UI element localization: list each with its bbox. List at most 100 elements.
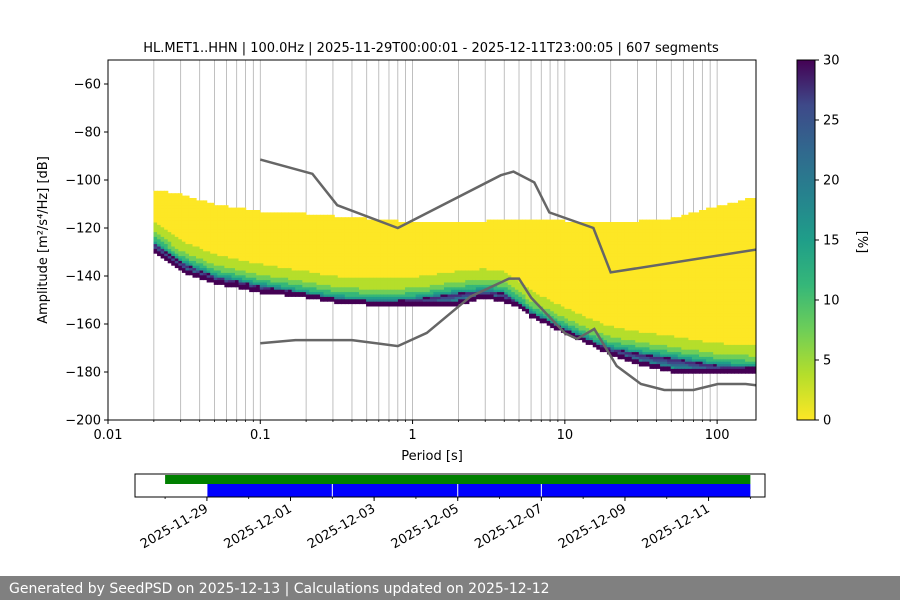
heatmap-cell [334, 217, 338, 220]
heatmap-cell [182, 196, 186, 199]
heatmap-cell [614, 222, 618, 225]
heatmap-cell [412, 222, 416, 225]
heatmap-cell [355, 217, 359, 220]
heatmap-cell [600, 222, 604, 225]
heatmap-cell [511, 220, 515, 223]
heatmap-cell [543, 220, 547, 223]
heatmap-cell [193, 198, 197, 201]
heatmap-cell [504, 220, 508, 223]
heatmap-cell [200, 200, 204, 203]
heatmap-cell [394, 220, 398, 223]
heatmap-cell [433, 222, 437, 225]
heatmap-cell [168, 193, 172, 196]
heatmap-cell [338, 217, 342, 220]
heatmap-cell [359, 217, 363, 220]
heatmap-cell [593, 222, 597, 225]
heatmap-cell [621, 222, 625, 225]
heatmap-cell [235, 208, 239, 211]
heatmap-cell [426, 222, 430, 225]
heatmap-cell [196, 200, 200, 203]
heatmap-cell [416, 222, 420, 225]
heatmap-cell [260, 212, 264, 215]
heatmap-cell [157, 191, 161, 194]
heatmap-cell [210, 203, 214, 206]
heatmap-cell [550, 220, 554, 223]
heatmap-cell [469, 222, 473, 225]
heatmap-cell [295, 212, 299, 215]
heatmap-cell [263, 212, 267, 215]
heatmap-cell [348, 217, 352, 220]
heatmap-cell [522, 220, 526, 223]
heatmap-cell [610, 222, 614, 225]
heatmap-cell [494, 220, 498, 223]
heatmap-cell [175, 193, 179, 196]
heatmap-cell [341, 217, 345, 220]
heatmap-cell [490, 220, 494, 223]
heatmap-cell [561, 220, 565, 223]
heatmap-cell [536, 220, 540, 223]
heatmap-cell [529, 220, 533, 223]
heatmap-cell [316, 215, 320, 218]
heatmap-cell [214, 205, 218, 208]
heatmap-cell [164, 191, 168, 194]
heatmap-cell [440, 222, 444, 225]
heatmap-cell [540, 220, 544, 223]
heatmap-cell [161, 191, 165, 194]
heatmap-cell [274, 212, 278, 215]
heatmap-cell [430, 222, 434, 225]
heatmap-cell [419, 222, 423, 225]
heatmap-cell [547, 220, 551, 223]
heatmap-cell [285, 212, 289, 215]
heatmap-cell [423, 222, 427, 225]
heatmap-cell [554, 220, 558, 223]
heatmap-cell [387, 220, 391, 223]
heatmap-cell [589, 222, 593, 225]
heatmap-cell [366, 220, 370, 223]
heatmap-cell [313, 215, 317, 218]
heatmap-cell [231, 208, 235, 211]
psd-heatmap [154, 191, 757, 374]
heatmap-cell [178, 193, 182, 196]
heatmap-cell [267, 212, 271, 215]
heatmap-cell [363, 217, 367, 220]
heatmap-cell [525, 220, 529, 223]
heatmap-cell [292, 212, 296, 215]
heatmap-cell [476, 222, 480, 225]
heatmap-cell [557, 220, 561, 223]
heatmap-cell [448, 222, 452, 225]
heatmap-cell [331, 215, 335, 218]
heatmap-cell [309, 215, 313, 218]
heatmap-cell [299, 212, 303, 215]
heatmap-cell [249, 210, 253, 213]
heatmap-cell [253, 210, 257, 213]
heatmap-cell [217, 205, 221, 208]
heatmap-cell [345, 217, 349, 220]
heatmap-cell [568, 222, 572, 225]
heatmap-cell [518, 220, 522, 223]
heatmap-cell [320, 215, 324, 218]
heatmap-cell [203, 200, 207, 203]
heatmap-cell [246, 210, 250, 213]
heatmap-cell [189, 198, 193, 201]
heatmap-cell [487, 220, 491, 223]
heatmap-cell [603, 222, 607, 225]
heatmap-cell [458, 222, 462, 225]
heatmap-cell [324, 215, 328, 218]
heatmap-cell [224, 205, 228, 208]
heatmap-cell [497, 220, 501, 223]
heatmap-cell [228, 208, 232, 211]
heatmap-cell [207, 203, 211, 206]
heatmap-cell [398, 222, 402, 225]
heatmap-cell [451, 222, 455, 225]
heatmap-cell [515, 220, 519, 223]
heatmap-cell [239, 208, 243, 211]
heatmap-cell [501, 220, 505, 223]
heatmap-cell [564, 222, 568, 225]
heatmap-cell [306, 215, 310, 218]
heatmap-cell [483, 222, 487, 225]
heatmap-cell [462, 222, 466, 225]
heatmap-cell [472, 222, 476, 225]
heatmap-cell [465, 222, 469, 225]
